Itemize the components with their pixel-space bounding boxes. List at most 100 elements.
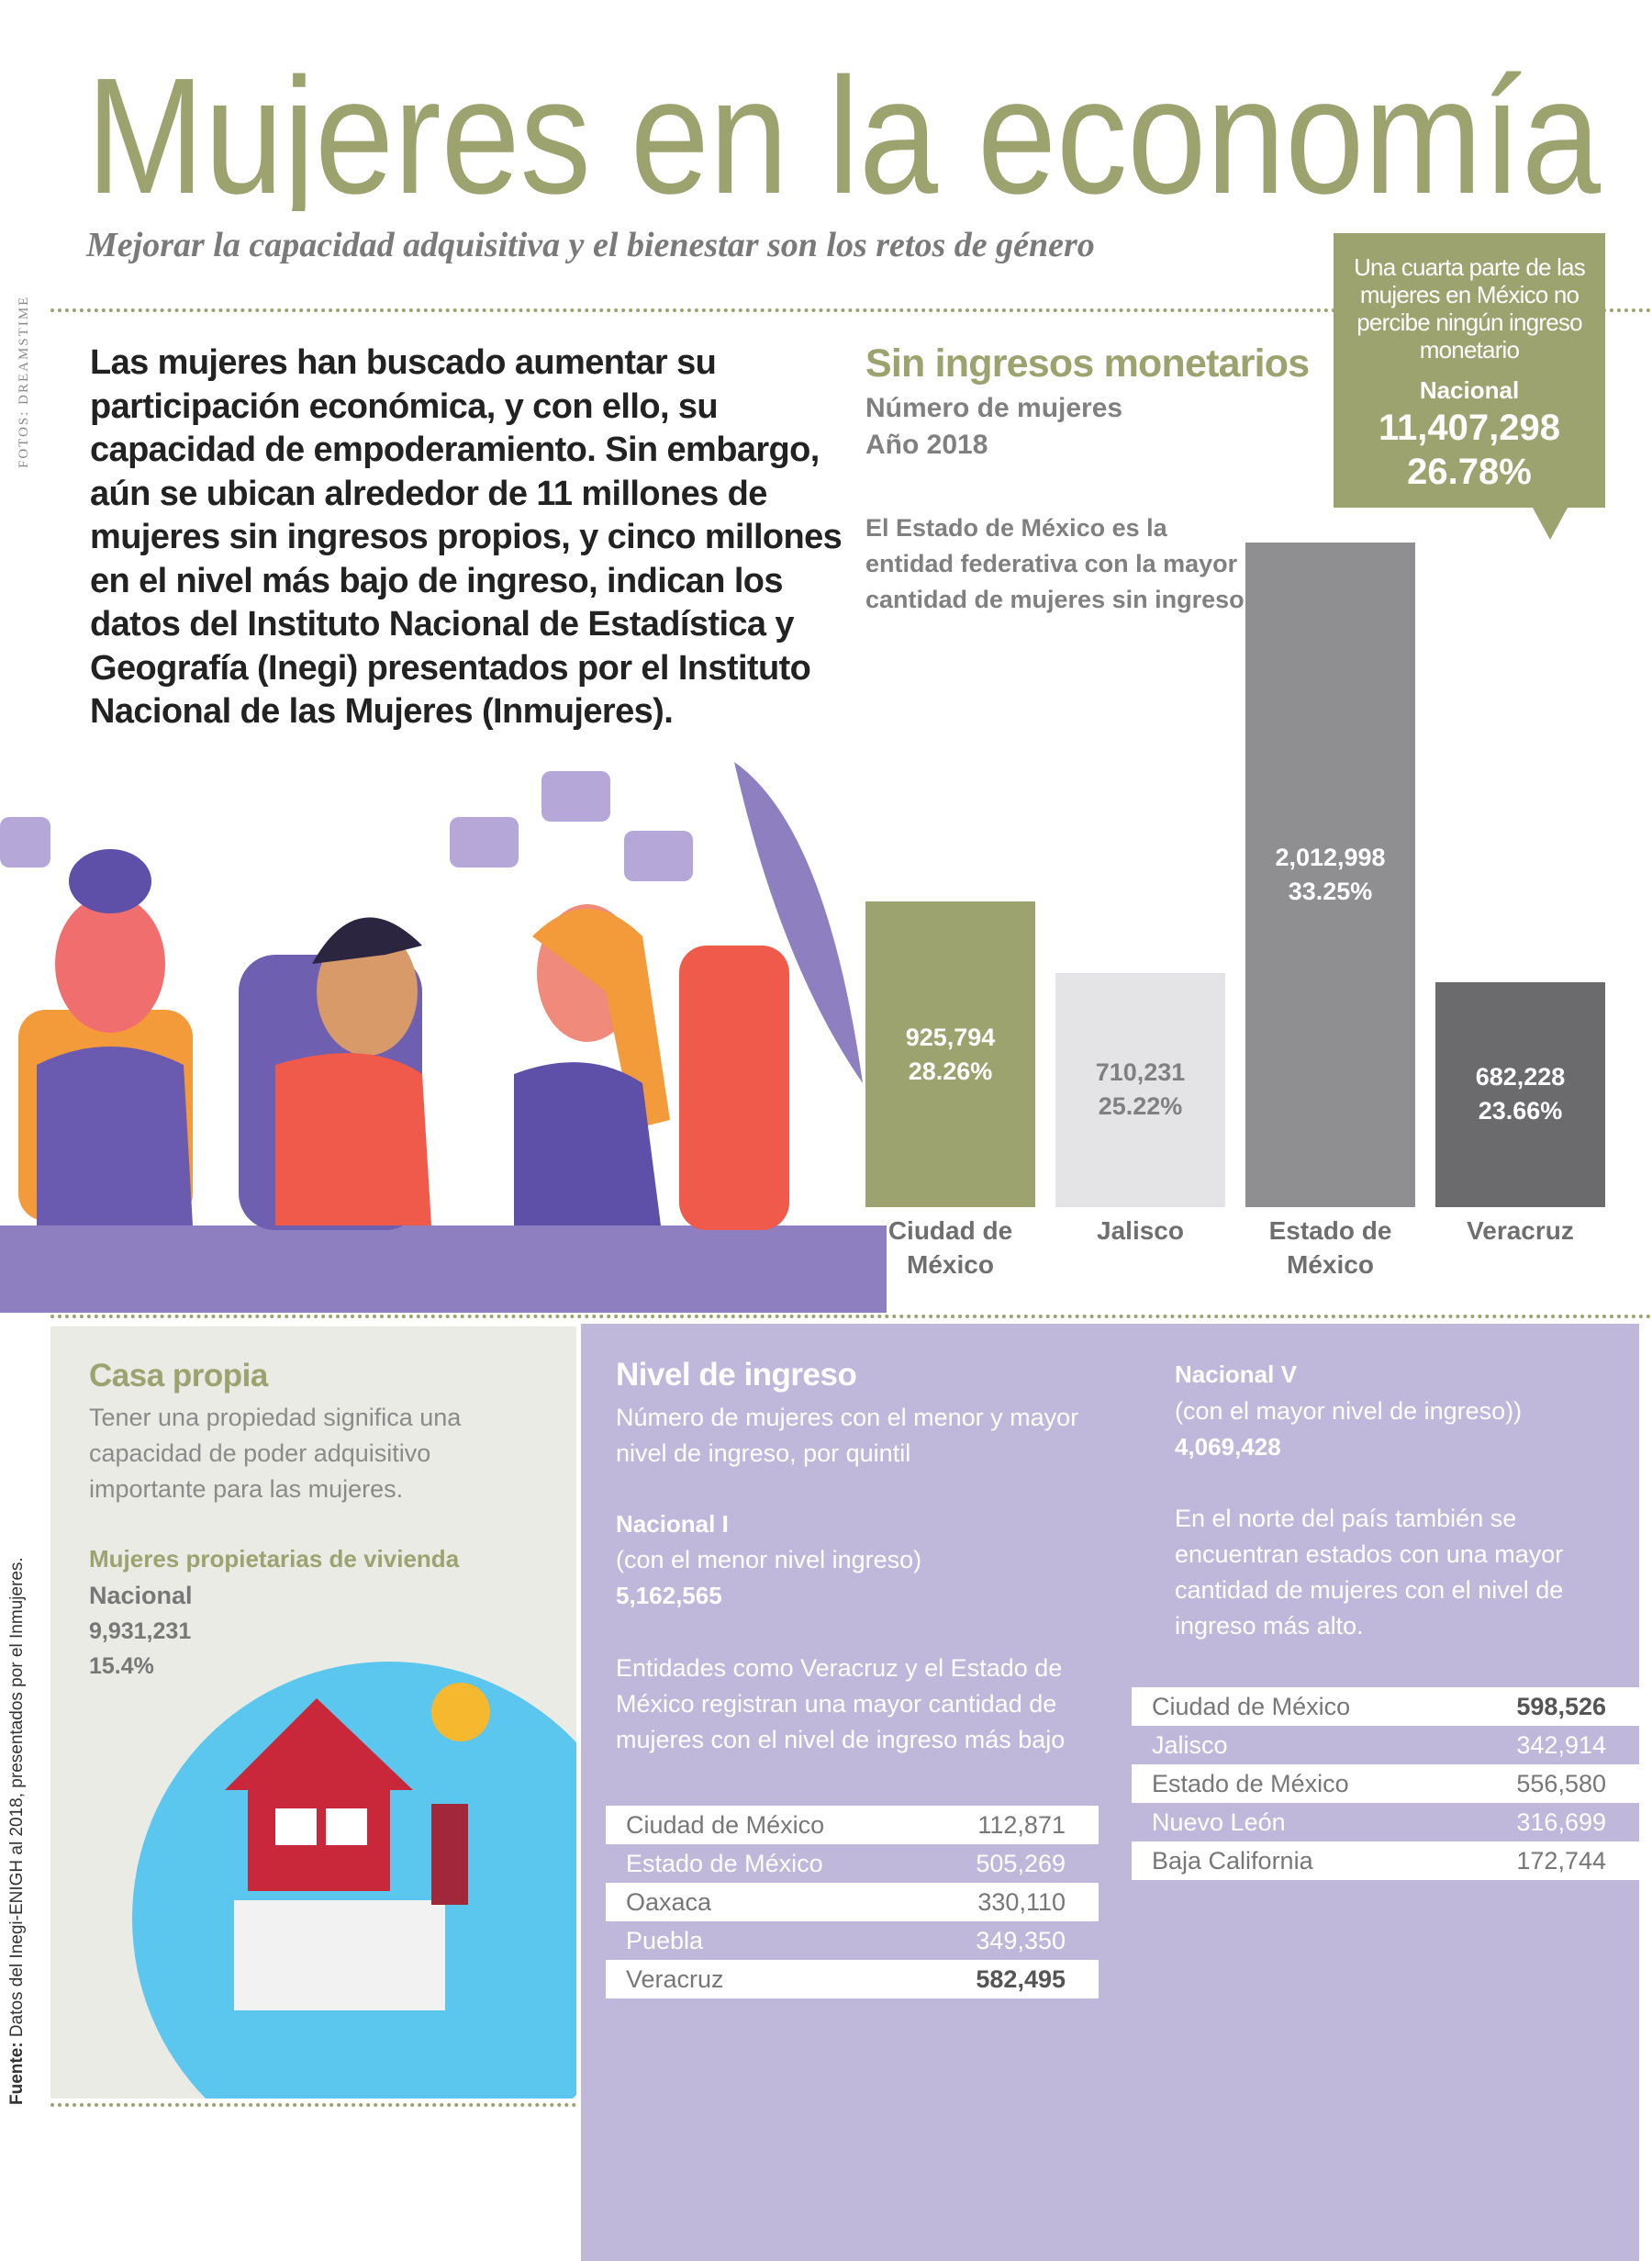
- home-illustration: [132, 1662, 576, 2099]
- state-name: Estado de México: [626, 1849, 823, 1877]
- state-value: 582,495: [976, 1964, 1066, 1993]
- home-value: 9,931,231: [89, 1618, 192, 1644]
- callout-pointer: [1533, 508, 1568, 540]
- body: [514, 1062, 661, 1226]
- table-row: Jalisco 342,914: [1132, 1726, 1639, 1764]
- source: Fuente: Datos del Inegi-ENIGH al 2018, p…: [7, 1557, 28, 2105]
- body: [275, 1053, 431, 1226]
- state-value: 556,580: [1516, 1769, 1606, 1797]
- value-label: 682,228: [1475, 1063, 1566, 1091]
- category-label: Estado de México: [1268, 1216, 1392, 1279]
- state-value: 349,350: [976, 1926, 1066, 1954]
- income-description: Número de mujeres con el menor y mayor n…: [616, 1404, 1079, 1467]
- state-name: Baja California: [1152, 1846, 1313, 1875]
- low-value: 5,162,565: [616, 1582, 722, 1609]
- national-box: Una cuarta parte de las mujeres en Méxic…: [1334, 233, 1605, 508]
- category-label: Ciudad de México: [887, 1216, 1013, 1279]
- state-name: Nuevo León: [1152, 1808, 1286, 1836]
- divider: [50, 308, 1652, 312]
- table-row: Ciudad de México 598,526: [1132, 1687, 1639, 1726]
- low-note: (con el menor nivel ingreso): [616, 1546, 922, 1573]
- category-label: Jalisco: [1097, 1216, 1184, 1245]
- state-name: Oaxaca: [626, 1887, 712, 1916]
- home-panel: Casa propia Tener una propiedad signific…: [50, 1326, 576, 2099]
- state-name: Ciudad de México: [626, 1810, 825, 1839]
- value-label: 710,231: [1095, 1058, 1186, 1087]
- leaf: [734, 762, 863, 1083]
- table-row: Baja California 172,744: [1132, 1841, 1639, 1880]
- title-area: Mujeres en la economía: [86, 55, 1602, 211]
- high-text: En el norte del país también se encuentr…: [1175, 1505, 1564, 1640]
- low-table: Ciudad de México 112,871 Estado de México 5…: [606, 1806, 1099, 1998]
- body: [37, 1047, 193, 1226]
- value-label: 925,794: [905, 1023, 996, 1051]
- bar: [1245, 543, 1415, 1207]
- title: Mujeres en la economía: [86, 55, 1602, 211]
- high-note: (con el mayor nivel de ingreso)): [1175, 1397, 1523, 1425]
- home-stat-title: Mujeres propietarias de vivienda: [89, 1545, 460, 1573]
- speech-bubble: [0, 817, 50, 867]
- table-row: Ciudad de México 112,871: [606, 1806, 1099, 1844]
- box-text: Una cuarta parte de las mujeres en Méxic…: [1354, 253, 1586, 364]
- intro: Las mujeres han buscado aumentar su part…: [90, 343, 843, 731]
- state-value: 316,699: [1516, 1808, 1606, 1836]
- chart-subtitle: Número de mujeres: [865, 393, 1123, 423]
- income-title: Nivel de ingreso: [616, 1357, 857, 1393]
- share-label: 23.66%: [1478, 1097, 1563, 1125]
- home-label: Nacional: [89, 1582, 193, 1609]
- table-row: Puebla 349,350: [606, 1921, 1099, 1960]
- bar: [865, 901, 1035, 1207]
- hair: [532, 909, 670, 1129]
- bar-label: 2,012,998 33.25%: [1245, 841, 1415, 909]
- high-table: Ciudad de México 598,526 Jalisco 342,914 Est…: [1132, 1687, 1639, 1880]
- home-share: 15.4%: [89, 1653, 154, 1679]
- bar-chart: 925,794 28.26% Ciudad de México 710,231 25.2…: [865, 543, 1605, 1279]
- value-label: 2,012,998: [1275, 844, 1386, 871]
- speech-bubble: [624, 831, 693, 881]
- state-value: 505,269: [976, 1849, 1066, 1877]
- divider: [50, 2103, 576, 2107]
- low-text: Entidades como Veracruz y el Estado de M…: [616, 1654, 1066, 1753]
- share-label: 28.26%: [908, 1057, 993, 1085]
- hair: [69, 849, 151, 913]
- speech-bubble: [450, 817, 519, 867]
- state-name: Jalisco: [1152, 1730, 1228, 1759]
- state-value: 598,526: [1516, 1692, 1606, 1720]
- box-label: Nacional: [1419, 376, 1520, 404]
- state-value: 342,914: [1516, 1730, 1606, 1759]
- table-row: Oaxaca 330,110: [606, 1883, 1099, 1921]
- chart-period: Año 2018: [865, 430, 988, 460]
- bar-label: 925,794 28.26%: [865, 1021, 1035, 1089]
- home-title: Casa propia: [89, 1358, 268, 1394]
- state-value: 112,871: [977, 1810, 1066, 1839]
- hair: [312, 917, 422, 964]
- state-value: 172,744: [1516, 1846, 1606, 1875]
- chair: [679, 946, 789, 1230]
- state-name: Puebla: [626, 1926, 704, 1954]
- table-row: Estado de México 505,269: [606, 1844, 1099, 1883]
- share-label: 33.25%: [1288, 878, 1373, 905]
- divider: [50, 1315, 1652, 1318]
- share-label: 25.22%: [1098, 1092, 1183, 1121]
- high-value: 4,069,428: [1175, 1433, 1281, 1461]
- category-label: Veracruz: [1467, 1216, 1574, 1245]
- speech-bubble: [541, 771, 610, 822]
- low-label: Nacional I: [616, 1510, 729, 1538]
- state-name: Ciudad de México: [1152, 1692, 1351, 1720]
- box-value: 11,407,298: [1379, 408, 1560, 448]
- bar-label: 682,228 23.66%: [1435, 1060, 1605, 1128]
- bar: [1055, 972, 1225, 1207]
- table-row: Nuevo León 316,699: [1132, 1803, 1639, 1841]
- state-value: 330,110: [977, 1887, 1066, 1916]
- state-name: Veracruz: [626, 1964, 724, 1993]
- table-row: Estado de México 556,580: [1132, 1764, 1639, 1803]
- state-name: Estado de México: [1152, 1769, 1349, 1797]
- head: [55, 895, 165, 1033]
- chart-title: Sin ingresos monetarios: [865, 341, 1310, 386]
- source-text: Datos del Inegi-ENIGH al 2018, presentad…: [7, 1557, 27, 2038]
- bar: [1435, 981, 1605, 1207]
- high-label: Nacional V: [1175, 1360, 1297, 1388]
- home-description: Tener una propiedad significa una capaci…: [89, 1404, 462, 1503]
- desk: [0, 1226, 887, 1313]
